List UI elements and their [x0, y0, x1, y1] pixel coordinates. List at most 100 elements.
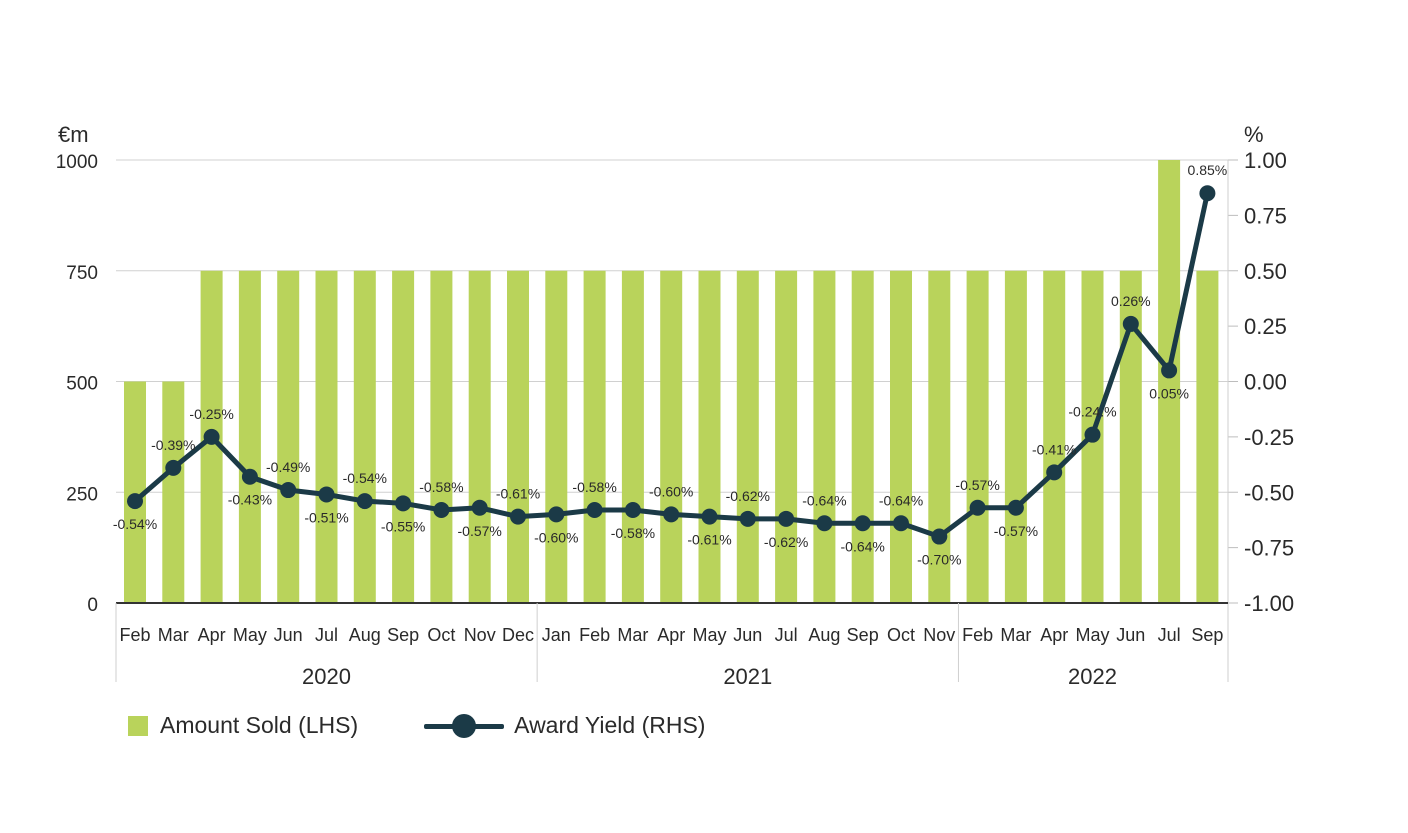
yield-point — [931, 528, 948, 545]
category-label: Mar — [1000, 625, 1031, 645]
category-label: Jun — [274, 625, 303, 645]
yield-data-label: -0.55% — [381, 518, 425, 534]
yield-point — [816, 515, 833, 532]
category-label: Apr — [1040, 625, 1068, 645]
left-tick-label: 250 — [66, 484, 98, 505]
yield-data-label: -0.62% — [764, 534, 808, 550]
yield-point — [1161, 362, 1178, 379]
category-label: May — [233, 625, 267, 645]
yield-data-label: -0.49% — [266, 459, 310, 475]
right-axis-unit: % — [1244, 122, 1264, 147]
category-label: Jul — [775, 625, 798, 645]
yield-data-label: -0.57% — [458, 523, 502, 539]
yield-data-label: -0.51% — [304, 509, 348, 525]
category-label: Jul — [315, 625, 338, 645]
axes: 0 250 500 750 1000 €m -1.00 -0.75 -0.50 -0.25 0.00… — [56, 122, 1294, 689]
bar-series — [124, 160, 1219, 603]
yield-data-label: -0.39% — [151, 437, 195, 453]
category-label: Aug — [808, 625, 840, 645]
yield-data-label: -0.58% — [419, 479, 463, 495]
yield-point — [471, 499, 488, 516]
yield-data-label: -0.60% — [534, 529, 578, 545]
bar — [277, 270, 300, 603]
legend-line-label: Award Yield (RHS) — [514, 712, 706, 738]
yield-point — [127, 493, 143, 510]
yield-point — [854, 515, 871, 532]
category-label: Dec — [502, 625, 534, 645]
category-label: Feb — [119, 625, 150, 645]
yield-data-label: -0.64% — [879, 492, 923, 508]
yield-data-label: -0.60% — [649, 483, 693, 499]
bar — [621, 270, 644, 603]
category-label: Nov — [464, 625, 496, 645]
yield-data-label: 0.26% — [1111, 293, 1151, 309]
bar — [1119, 270, 1142, 603]
bar — [315, 270, 338, 603]
category-label: Apr — [198, 625, 226, 645]
yield-data-label: -0.25% — [189, 406, 233, 422]
yield-point — [318, 486, 335, 503]
category-label: Sep — [847, 625, 879, 645]
right-tick-label: -0.50 — [1244, 480, 1294, 505]
bar — [1196, 270, 1219, 603]
category-label: Nov — [923, 625, 955, 645]
bar — [162, 381, 185, 603]
bar — [1158, 160, 1181, 603]
yield-point — [663, 506, 680, 523]
yield-point — [1046, 464, 1063, 481]
year-label: 2022 — [1068, 664, 1117, 689]
yield-point — [586, 501, 603, 518]
left-tick-label: 0 — [87, 595, 98, 616]
yield-point — [624, 501, 641, 518]
yield-data-label: -0.43% — [228, 492, 272, 508]
category-label: Sep — [1191, 625, 1223, 645]
yield-point — [1084, 426, 1101, 443]
right-tick-label: -1.00 — [1244, 591, 1294, 616]
yield-data-label: 0.05% — [1149, 385, 1189, 401]
year-label: 2020 — [302, 664, 351, 689]
yield-data-label: -0.62% — [726, 488, 770, 504]
yield-point — [433, 501, 450, 518]
yield-data-label: -0.58% — [572, 479, 616, 495]
legend-item-amount-sold: Amount Sold (LHS) — [128, 712, 358, 739]
right-tick-label: -0.75 — [1244, 536, 1294, 561]
right-tick-label: 0.25 — [1244, 314, 1287, 339]
yield-point — [701, 508, 718, 525]
yield-point — [165, 459, 182, 476]
bar — [124, 381, 146, 603]
year-label: 2021 — [723, 664, 772, 689]
bar — [890, 270, 912, 603]
category-label: Sep — [387, 625, 419, 645]
bar — [468, 270, 491, 603]
bar — [966, 270, 989, 603]
category-label: Feb — [962, 625, 993, 645]
yield-data-label: -0.58% — [611, 525, 655, 541]
yield-point — [241, 468, 258, 485]
yield-point — [1007, 499, 1024, 516]
yield-data-label: -0.70% — [917, 552, 961, 568]
yield-point — [1199, 185, 1216, 202]
left-tick-label: 1000 — [56, 152, 98, 173]
right-tick-label: 0.75 — [1244, 203, 1287, 228]
line-series — [127, 185, 1216, 545]
category-label: Jun — [1116, 625, 1145, 645]
yield-data-label: -0.24.% — [1068, 404, 1116, 420]
left-tick-label: 750 — [66, 263, 98, 284]
category-label: Apr — [657, 625, 685, 645]
right-tick-label: -0.25 — [1244, 425, 1294, 450]
yield-point — [203, 428, 220, 445]
yield-data-label: -0.57% — [994, 523, 1038, 539]
category-label: Mar — [158, 625, 189, 645]
bar — [545, 270, 568, 603]
category-label: May — [692, 625, 726, 645]
yield-point — [548, 506, 565, 523]
bar — [430, 270, 453, 603]
bar — [813, 270, 836, 603]
category-label: Oct — [427, 625, 455, 645]
legend-line-swatch — [424, 713, 505, 739]
category-label: Mar — [617, 625, 648, 645]
bar — [736, 270, 759, 603]
right-tick-label: 0.50 — [1244, 259, 1287, 284]
category-label: Feb — [579, 625, 610, 645]
bar — [1043, 270, 1066, 603]
